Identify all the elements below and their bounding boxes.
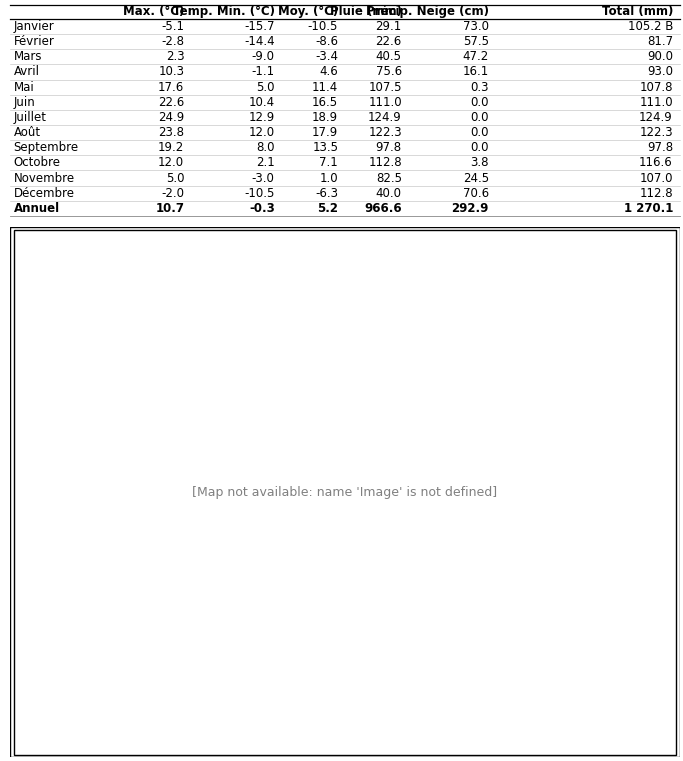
Text: -1.1: -1.1: [251, 65, 275, 78]
Text: Total (mm): Total (mm): [602, 5, 673, 18]
Text: Annuel: Annuel: [14, 202, 59, 215]
Text: -9.0: -9.0: [251, 50, 275, 63]
Text: 23.8: 23.8: [158, 126, 184, 139]
Text: 0.0: 0.0: [471, 96, 489, 109]
Text: 93.0: 93.0: [647, 65, 673, 78]
Text: -3.0: -3.0: [252, 171, 275, 184]
Text: 12.0: 12.0: [249, 126, 275, 139]
Text: 105.2 B: 105.2 B: [628, 20, 673, 33]
Text: Avril: Avril: [14, 65, 40, 78]
FancyBboxPatch shape: [14, 230, 676, 755]
Text: 2.1: 2.1: [256, 156, 275, 170]
Text: 116.6: 116.6: [639, 156, 673, 170]
Text: 57.5: 57.5: [463, 35, 489, 48]
Text: 1.0: 1.0: [320, 171, 338, 184]
Text: Précip. Neige (cm): Précip. Neige (cm): [366, 5, 489, 18]
Text: -0.3: -0.3: [249, 202, 275, 215]
Text: 17.6: 17.6: [158, 81, 184, 94]
Text: Octobre: Octobre: [14, 156, 61, 170]
Text: 22.6: 22.6: [376, 35, 402, 48]
Text: 2.3: 2.3: [166, 50, 184, 63]
Text: 124.9: 124.9: [639, 111, 673, 124]
Text: 75.6: 75.6: [376, 65, 402, 78]
Text: 82.5: 82.5: [376, 171, 402, 184]
Text: 24.9: 24.9: [158, 111, 184, 124]
Text: 10.4: 10.4: [249, 96, 275, 109]
Text: 73.0: 73.0: [463, 20, 489, 33]
Text: 29.1: 29.1: [376, 20, 402, 33]
Text: -6.3: -6.3: [316, 186, 338, 199]
Text: Février: Février: [14, 35, 55, 48]
Text: 70.6: 70.6: [462, 186, 489, 199]
Text: 24.5: 24.5: [462, 171, 489, 184]
Text: 7.1: 7.1: [320, 156, 338, 170]
Text: 16.1: 16.1: [462, 65, 489, 78]
Text: 5.0: 5.0: [256, 81, 275, 94]
Text: 122.3: 122.3: [639, 126, 673, 139]
Text: Août: Août: [14, 126, 41, 139]
Text: Mai: Mai: [14, 81, 34, 94]
Text: Temp. Min. (°C): Temp. Min. (°C): [173, 5, 275, 18]
Text: -15.7: -15.7: [244, 20, 275, 33]
Text: 0.0: 0.0: [471, 126, 489, 139]
Text: 12.9: 12.9: [249, 111, 275, 124]
Text: 10.3: 10.3: [158, 65, 184, 78]
Text: 12.0: 12.0: [158, 156, 184, 170]
Text: 1 270.1: 1 270.1: [624, 202, 673, 215]
Text: 97.8: 97.8: [647, 142, 673, 154]
Text: -2.8: -2.8: [161, 35, 184, 48]
Text: 112.8: 112.8: [368, 156, 402, 170]
Text: 22.6: 22.6: [158, 96, 184, 109]
Text: [Map not available: name 'Image' is not defined]: [Map not available: name 'Image' is not …: [193, 486, 497, 498]
Text: Moy. (°C): Moy. (°C): [278, 5, 338, 18]
Text: Juillet: Juillet: [14, 111, 46, 124]
Text: -2.0: -2.0: [161, 186, 184, 199]
Text: 0.0: 0.0: [471, 111, 489, 124]
Text: 107.8: 107.8: [639, 81, 673, 94]
Text: 10.7: 10.7: [155, 202, 184, 215]
Text: 124.9: 124.9: [368, 111, 402, 124]
Text: 3.8: 3.8: [471, 156, 489, 170]
Text: 5.0: 5.0: [166, 171, 184, 184]
Text: -3.4: -3.4: [316, 50, 338, 63]
Text: 4.6: 4.6: [320, 65, 338, 78]
Text: -8.6: -8.6: [316, 35, 338, 48]
Text: 292.9: 292.9: [451, 202, 489, 215]
Text: -14.4: -14.4: [244, 35, 275, 48]
Text: 0.0: 0.0: [471, 142, 489, 154]
Text: 111.0: 111.0: [368, 96, 402, 109]
Text: 16.5: 16.5: [312, 96, 338, 109]
Text: 966.6: 966.6: [364, 202, 402, 215]
Text: -10.5: -10.5: [308, 20, 338, 33]
Text: Mars: Mars: [14, 50, 42, 63]
Text: Septembre: Septembre: [14, 142, 79, 154]
Text: 13.5: 13.5: [312, 142, 338, 154]
Text: 19.2: 19.2: [158, 142, 184, 154]
Text: 8.0: 8.0: [256, 142, 275, 154]
Text: Novembre: Novembre: [14, 171, 74, 184]
Text: Décembre: Décembre: [14, 186, 74, 199]
Text: 112.8: 112.8: [639, 186, 673, 199]
Text: Max. (°C): Max. (°C): [123, 5, 184, 18]
Text: 5.2: 5.2: [317, 202, 338, 215]
Text: 81.7: 81.7: [647, 35, 673, 48]
Text: 47.2: 47.2: [462, 50, 489, 63]
Text: Pluie (mm): Pluie (mm): [330, 5, 402, 18]
Text: 97.8: 97.8: [376, 142, 402, 154]
Text: 18.9: 18.9: [312, 111, 338, 124]
Text: -10.5: -10.5: [245, 186, 275, 199]
Text: 111.0: 111.0: [639, 96, 673, 109]
Text: 107.5: 107.5: [368, 81, 402, 94]
Text: 40.5: 40.5: [376, 50, 402, 63]
Text: 90.0: 90.0: [647, 50, 673, 63]
Text: 40.0: 40.0: [376, 186, 402, 199]
Text: Janvier: Janvier: [14, 20, 55, 33]
Text: 11.4: 11.4: [312, 81, 338, 94]
Text: 17.9: 17.9: [312, 126, 338, 139]
Text: 0.3: 0.3: [471, 81, 489, 94]
Text: 122.3: 122.3: [368, 126, 402, 139]
Text: -5.1: -5.1: [161, 20, 184, 33]
Text: 107.0: 107.0: [639, 171, 673, 184]
Text: Juin: Juin: [14, 96, 36, 109]
